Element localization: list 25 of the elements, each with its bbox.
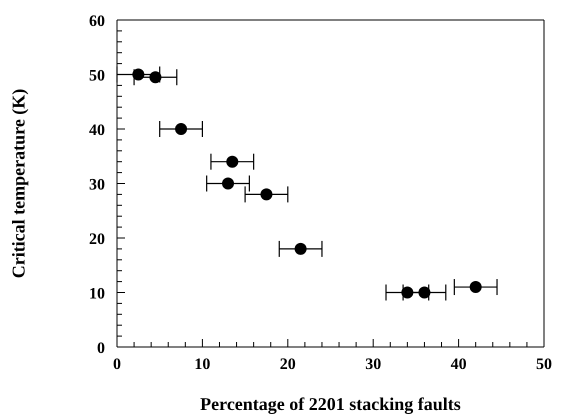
- point: [470, 281, 482, 294]
- x-tick-label: 30: [365, 356, 382, 373]
- y-tick-label: 10: [89, 286, 105, 302]
- x-tick-label: 40: [450, 356, 467, 373]
- point: [260, 188, 272, 200]
- x-tick-label: 50: [536, 356, 552, 373]
- point: [175, 123, 188, 135]
- point: [294, 242, 307, 255]
- point: [226, 156, 238, 168]
- x-tick-label: 0: [113, 356, 121, 373]
- y-tick-label: 50: [89, 68, 105, 84]
- y-tick-label: 60: [89, 13, 105, 30]
- x-tick-label: 20: [280, 356, 296, 373]
- point: [149, 71, 162, 84]
- x-axis-title: Percentage of 2201 stacking faults: [200, 394, 461, 414]
- y-tick-label: 30: [89, 176, 105, 194]
- point: [222, 178, 234, 190]
- x-tick-label: 10: [194, 356, 210, 373]
- y-tick-label: 0: [97, 340, 105, 357]
- point: [132, 68, 144, 80]
- y-tick-label: 40: [89, 122, 105, 139]
- y-axis-title: Critical temperature (K): [8, 88, 28, 278]
- point: [401, 286, 414, 298]
- point: [418, 286, 430, 298]
- y-tick-label: 20: [89, 231, 105, 248]
